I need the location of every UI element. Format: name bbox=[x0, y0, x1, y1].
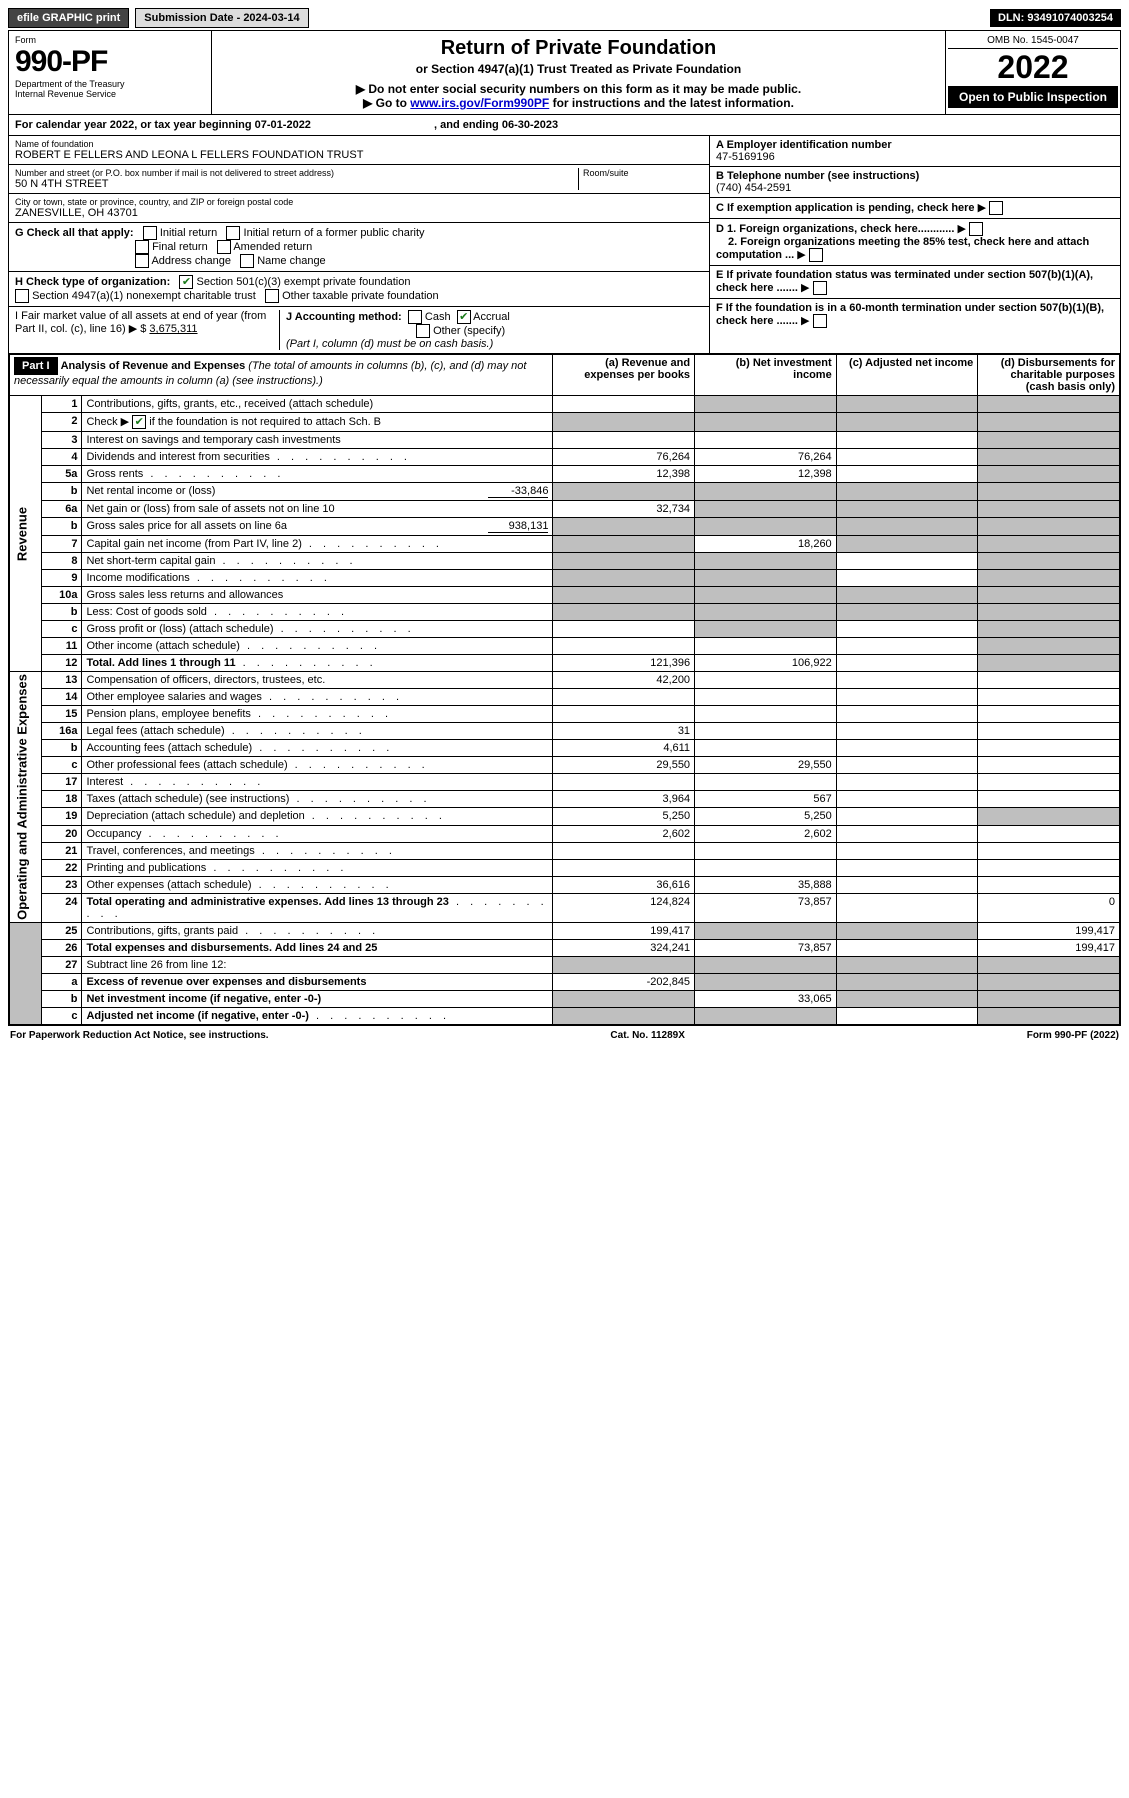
box-d: D 1. Foreign organizations, check here..… bbox=[710, 219, 1120, 266]
footer-left: For Paperwork Reduction Act Notice, see … bbox=[10, 1030, 269, 1041]
tax-year: 2022 bbox=[948, 49, 1118, 86]
60month-cb[interactable] bbox=[813, 314, 827, 328]
row-18: 18Taxes (attach schedule) (see instructi… bbox=[10, 791, 1120, 808]
dln: DLN: 93491074003254 bbox=[990, 9, 1121, 27]
form-frame: Form 990-PF Department of the Treasury I… bbox=[8, 30, 1121, 1026]
row-13: Operating and Administrative Expenses 13… bbox=[10, 672, 1120, 689]
submission-date: Submission Date - 2024-03-14 bbox=[135, 8, 308, 28]
street-address: Number and street (or P.O. box number if… bbox=[9, 165, 709, 194]
terminated-cb[interactable] bbox=[813, 281, 827, 295]
row-26: 26Total expenses and disbursements. Add … bbox=[10, 939, 1120, 956]
box-g: G Check all that apply: Initial return I… bbox=[9, 223, 709, 272]
note2-suffix: for instructions and the latest informat… bbox=[553, 96, 794, 110]
col-c-header: (c) Adjusted net income bbox=[836, 355, 978, 396]
name-change-cb[interactable] bbox=[240, 254, 254, 268]
row-24: 24Total operating and administrative exp… bbox=[10, 893, 1120, 922]
row-27c: cAdjusted net income (if negative, enter… bbox=[10, 1007, 1120, 1024]
ein: A Employer identification number 47-5169… bbox=[710, 136, 1120, 167]
box-i-j: I Fair market value of all assets at end… bbox=[9, 307, 709, 353]
row-16a: 16aLegal fees (attach schedule) 31 bbox=[10, 723, 1120, 740]
col-a-header: (a) Revenue and expenses per books bbox=[553, 355, 695, 396]
foreign-org-cb[interactable] bbox=[969, 222, 983, 236]
row-27a: aExcess of revenue over expenses and dis… bbox=[10, 973, 1120, 990]
other-method-cb[interactable] bbox=[416, 324, 430, 338]
footer-right: Form 990-PF (2022) bbox=[1027, 1030, 1119, 1041]
form-title: Return of Private Foundation bbox=[218, 37, 939, 60]
col-b-header: (b) Net investment income bbox=[695, 355, 837, 396]
phone: B Telephone number (see instructions) (7… bbox=[710, 167, 1120, 198]
irs-link[interactable]: www.irs.gov/Form990PF bbox=[410, 96, 549, 110]
note1: ▶ Do not enter social security numbers o… bbox=[218, 82, 939, 96]
cash-cb[interactable] bbox=[408, 310, 422, 324]
row-16c: cOther professional fees (attach schedul… bbox=[10, 757, 1120, 774]
row-25: 25Contributions, gifts, grants paid 199,… bbox=[10, 922, 1120, 939]
city-state: City or town, state or province, country… bbox=[9, 194, 709, 223]
row-19: 19Depreciation (attach schedule) and dep… bbox=[10, 808, 1120, 825]
form-number: 990-PF bbox=[15, 45, 205, 79]
top-bar: efile GRAPHIC print Submission Date - 20… bbox=[8, 8, 1121, 28]
box-c: C If exemption application is pending, c… bbox=[710, 198, 1120, 219]
dept1: Department of the Treasury bbox=[15, 79, 205, 89]
501c3-cb[interactable] bbox=[179, 275, 193, 289]
col-d-header: (d) Disbursements for charitable purpose… bbox=[978, 355, 1120, 396]
expenses-label: Operating and Administrative Expenses bbox=[10, 672, 42, 923]
row-2: 2 Check ▶ if the foundation is not requi… bbox=[10, 413, 1120, 432]
row-10b: bLess: Cost of goods sold bbox=[10, 604, 1120, 621]
row-11: 11Other income (attach schedule) bbox=[10, 638, 1120, 655]
efile-btn[interactable]: efile GRAPHIC print bbox=[8, 8, 129, 28]
85pct-cb[interactable] bbox=[809, 248, 823, 262]
row-5b: b Net rental income or (loss) -33,846 bbox=[10, 483, 1120, 501]
row-1: Revenue 1Contributions, gifts, grants, e… bbox=[10, 396, 1120, 413]
other-taxable-cb[interactable] bbox=[265, 289, 279, 303]
row-6a: 6aNet gain or (loss) from sale of assets… bbox=[10, 501, 1120, 518]
row-27b: bNet investment income (if negative, ent… bbox=[10, 990, 1120, 1007]
amended-cb[interactable] bbox=[217, 240, 231, 254]
row-9: 9Income modifications bbox=[10, 570, 1120, 587]
form-subtitle: or Section 4947(a)(1) Trust Treated as P… bbox=[218, 62, 939, 76]
box-f: F If the foundation is in a 60-month ter… bbox=[710, 299, 1120, 331]
revenue-label: Revenue bbox=[10, 396, 42, 672]
exemption-pending-cb[interactable] bbox=[989, 201, 1003, 215]
row-21: 21Travel, conferences, and meetings bbox=[10, 842, 1120, 859]
part1-table: Part I Analysis of Revenue and Expenses … bbox=[9, 354, 1120, 1025]
schb-cb[interactable] bbox=[132, 415, 146, 429]
footer: For Paperwork Reduction Act Notice, see … bbox=[8, 1026, 1121, 1045]
initial-return-cb[interactable] bbox=[143, 226, 157, 240]
dept2: Internal Revenue Service bbox=[15, 89, 205, 99]
row-8: 8Net short-term capital gain bbox=[10, 553, 1120, 570]
calendar-year-row: For calendar year 2022, or tax year begi… bbox=[9, 115, 1120, 136]
row-6b: b Gross sales price for all assets on li… bbox=[10, 518, 1120, 536]
row-10c: cGross profit or (loss) (attach schedule… bbox=[10, 621, 1120, 638]
row-27: 27Subtract line 26 from line 12: bbox=[10, 956, 1120, 973]
row-23: 23Other expenses (attach schedule) 36,61… bbox=[10, 876, 1120, 893]
row-5a: 5aGross rents 12,39812,398 bbox=[10, 466, 1120, 483]
form-header: Form 990-PF Department of the Treasury I… bbox=[9, 31, 1120, 115]
accrual-cb[interactable] bbox=[457, 310, 471, 324]
row-17: 17Interest bbox=[10, 774, 1120, 791]
foundation-name: Name of foundation ROBERT E FELLERS AND … bbox=[9, 136, 709, 165]
footer-mid: Cat. No. 11289X bbox=[610, 1030, 684, 1041]
form-word: Form bbox=[15, 35, 205, 45]
row-16b: bAccounting fees (attach schedule) 4,611 bbox=[10, 740, 1120, 757]
open-public: Open to Public Inspection bbox=[948, 86, 1118, 108]
note2-prefix: ▶ Go to bbox=[363, 96, 410, 110]
row-20: 20Occupancy 2,6022,602 bbox=[10, 825, 1120, 842]
box-e: E If private foundation status was termi… bbox=[710, 266, 1120, 299]
row-15: 15Pension plans, employee benefits bbox=[10, 706, 1120, 723]
4947-cb[interactable] bbox=[15, 289, 29, 303]
part1-label: Part I bbox=[14, 357, 58, 375]
omb: OMB No. 1545-0047 bbox=[948, 33, 1118, 49]
row-10a: 10aGross sales less returns and allowanc… bbox=[10, 587, 1120, 604]
row-7: 7Capital gain net income (from Part IV, … bbox=[10, 536, 1120, 553]
row-3: 3Interest on savings and temporary cash … bbox=[10, 432, 1120, 449]
initial-former-cb[interactable] bbox=[226, 226, 240, 240]
address-change-cb[interactable] bbox=[135, 254, 149, 268]
box-h: H Check type of organization: Section 50… bbox=[9, 272, 709, 307]
row-12: 12Total. Add lines 1 through 11 121,3961… bbox=[10, 655, 1120, 672]
row-14: 14Other employee salaries and wages bbox=[10, 689, 1120, 706]
final-return-cb[interactable] bbox=[135, 240, 149, 254]
row-22: 22Printing and publications bbox=[10, 859, 1120, 876]
row-4: 4Dividends and interest from securities … bbox=[10, 449, 1120, 466]
